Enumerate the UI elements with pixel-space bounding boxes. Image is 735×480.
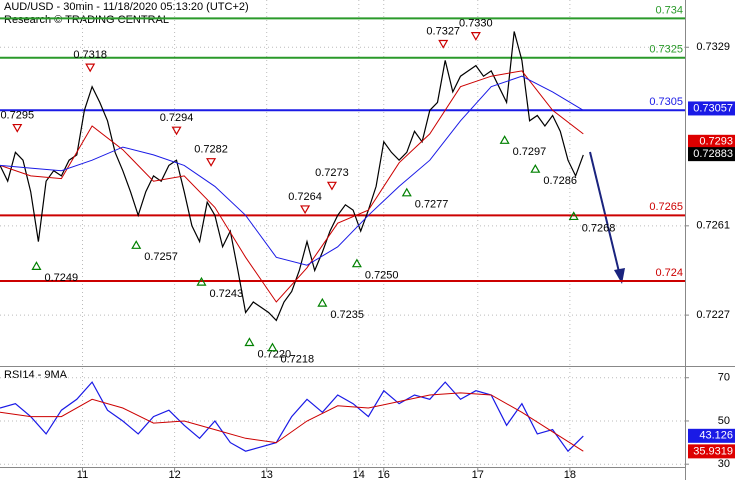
peak-marker [470, 32, 481, 41]
y-tick-label: 0.7261 [696, 220, 730, 232]
peak-marker [85, 63, 96, 73]
pivot-label: 0.7273 [315, 167, 349, 179]
peak-marker [206, 158, 217, 167]
price-tag [688, 444, 735, 459]
pivot-label: 0.7249 [44, 272, 78, 284]
pivot-label: 0.7318 [73, 49, 107, 61]
pivot-label: 0.7286 [543, 175, 577, 187]
peak-marker [438, 39, 449, 49]
level-label: 0.734 [655, 4, 683, 16]
pivot-label: 0.7330 [459, 18, 493, 30]
trough-marker [31, 261, 42, 270]
level-label: 0.7265 [649, 201, 683, 213]
series-line [0, 70, 584, 303]
pivot-label: 0.7235 [330, 309, 364, 321]
peak-marker [326, 181, 337, 191]
peak-marker [12, 123, 23, 133]
trough-marker [131, 240, 142, 249]
x-tick-label: 12 [168, 469, 180, 480]
pivot-label: 0.7218 [280, 354, 314, 366]
trough-marker [401, 187, 412, 197]
pivot-label: 0.7220 [257, 348, 291, 360]
pivot-label: 0.7282 [194, 144, 228, 156]
pivot-label: 0.7243 [209, 288, 243, 300]
y-tick-label: 30 [718, 458, 730, 470]
level-label: 0.724 [655, 267, 683, 279]
trough-marker [196, 276, 207, 286]
peak-marker [171, 126, 182, 136]
price-tag-label: 35.9319 [693, 445, 733, 457]
price-tag [688, 134, 735, 149]
pivot-label: 0.7294 [160, 112, 194, 124]
trough-marker [530, 163, 541, 173]
y-tick-label: 0.7227 [696, 309, 730, 321]
chart-title: AUD/USD - 30min - 11/18/2020 05:13:20 (U… [4, 1, 249, 13]
x-tick-label: 11 [77, 469, 88, 480]
pivot-label: 0.7250 [365, 270, 399, 282]
trough-marker [244, 337, 255, 347]
y-tick-label: 70 [718, 372, 730, 384]
trough-marker [568, 211, 579, 221]
pivot-label: 0.7268 [582, 222, 616, 234]
x-tick-label: 16 [378, 469, 390, 480]
x-tick-label: 13 [261, 469, 273, 480]
projection-arrow [589, 151, 621, 277]
price-tag-label: 0.7293 [699, 136, 733, 148]
series-line [0, 392, 584, 452]
series-line [0, 75, 584, 266]
peak-marker [300, 205, 311, 215]
y-tick-label: 50 [718, 415, 730, 427]
series-line [0, 31, 584, 322]
x-tick-label: 14 [353, 469, 365, 480]
pivot-label: 0.7297 [513, 146, 547, 158]
x-tick-label: 18 [564, 469, 576, 480]
price-tag [688, 428, 735, 443]
pivot-label: 0.7264 [288, 191, 322, 203]
price-tag-label: 43.126 [699, 430, 733, 442]
price-tag-label: 0.72883 [693, 148, 733, 160]
rsi-title: RSI14 - 9MA [4, 369, 68, 381]
x-tick-label: 17 [472, 469, 484, 480]
price-tag [688, 147, 735, 162]
trough-marker [351, 258, 362, 268]
level-label: 0.7325 [649, 44, 683, 56]
trough-marker [499, 135, 510, 144]
pivot-label: 0.7277 [415, 199, 449, 211]
price-tag-label: 0.73057 [693, 102, 733, 114]
price-tag [688, 101, 735, 116]
pivot-label: 0.7295 [0, 109, 34, 121]
pivot-label: 0.7257 [144, 251, 178, 263]
level-label: 0.7305 [649, 96, 683, 108]
trough-marker [267, 342, 278, 352]
chart-subtitle: Research © TRADING CENTRAL [4, 14, 169, 26]
y-tick-label: 0.7329 [696, 41, 730, 53]
trough-marker [317, 297, 328, 307]
pivot-label: 0.7327 [426, 25, 460, 37]
series-line [0, 381, 584, 453]
